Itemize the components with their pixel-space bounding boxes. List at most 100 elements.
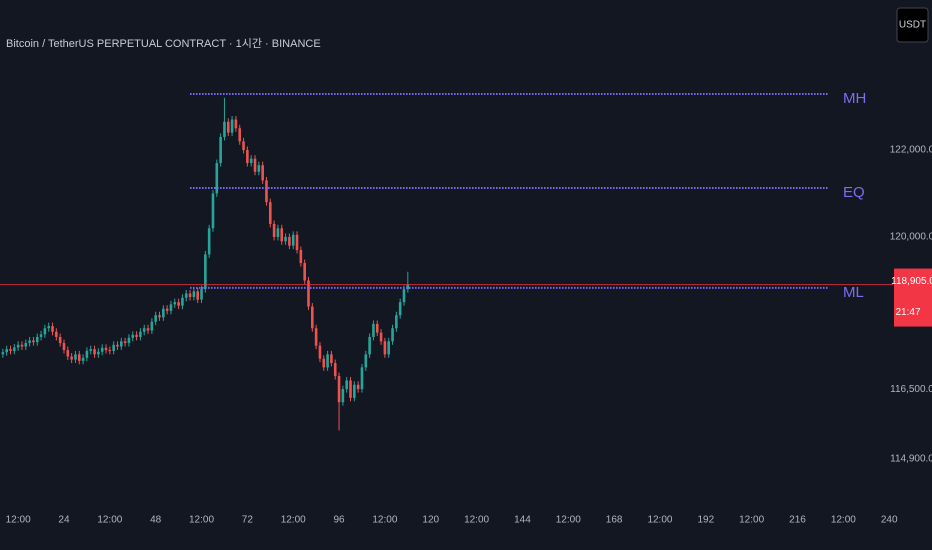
candle-body bbox=[131, 334, 135, 338]
candle-body bbox=[318, 345, 322, 359]
candle-body bbox=[280, 228, 284, 242]
candle-body bbox=[387, 341, 391, 355]
level-label: MH bbox=[843, 90, 866, 107]
x-tick-label: 12:00 bbox=[831, 515, 856, 526]
y-tick-label: 120,000.0 bbox=[890, 232, 932, 243]
candle-body bbox=[337, 376, 341, 403]
candle-body bbox=[35, 336, 39, 343]
x-tick-label: 216 bbox=[789, 515, 806, 526]
candle-body bbox=[16, 344, 20, 348]
candle-body bbox=[299, 250, 303, 264]
candle-body bbox=[295, 234, 299, 250]
candle-body bbox=[284, 236, 287, 242]
candle-body bbox=[116, 344, 119, 347]
x-tick-label: 12:00 bbox=[97, 515, 122, 526]
candle-body bbox=[154, 315, 157, 322]
candle-body bbox=[353, 384, 356, 398]
y-tick-label: 114,900.0 bbox=[890, 453, 932, 464]
candle-body bbox=[177, 302, 180, 306]
candle-body bbox=[230, 119, 234, 133]
x-tick-label: 72 bbox=[242, 515, 254, 526]
candle-body bbox=[272, 223, 276, 237]
candle-body bbox=[257, 165, 261, 172]
candle-body bbox=[253, 158, 257, 172]
candle-body bbox=[341, 389, 345, 403]
candle-body bbox=[139, 331, 142, 337]
candle-body bbox=[188, 293, 192, 297]
candle-body bbox=[391, 328, 394, 342]
countdown-label: 21:47 bbox=[895, 307, 920, 318]
candle-body bbox=[24, 343, 28, 347]
candle-body bbox=[28, 340, 31, 344]
candle-body bbox=[360, 367, 364, 390]
candle-body bbox=[181, 297, 184, 306]
candle-body bbox=[234, 119, 238, 129]
currency-label[interactable]: USDT bbox=[899, 20, 926, 31]
candle-body bbox=[211, 193, 215, 229]
x-tick-label: 12:00 bbox=[556, 515, 581, 526]
candle-body bbox=[402, 289, 406, 303]
candle-body bbox=[55, 331, 58, 337]
candle-body bbox=[265, 180, 268, 203]
candle-body bbox=[135, 334, 138, 337]
candle-body bbox=[246, 150, 249, 164]
candle-body bbox=[39, 334, 43, 337]
candle-body bbox=[119, 341, 123, 347]
x-tick-label: 12:00 bbox=[739, 515, 764, 526]
candle-body bbox=[74, 354, 77, 360]
x-tick-label: 12:00 bbox=[464, 515, 489, 526]
candle-body bbox=[112, 344, 115, 351]
candle-body bbox=[62, 343, 66, 350]
candle-body bbox=[146, 328, 150, 331]
candle-body bbox=[150, 321, 154, 331]
level-label: ML bbox=[843, 284, 864, 301]
candle-body bbox=[81, 357, 85, 361]
candle-body bbox=[395, 315, 398, 329]
candle-body bbox=[238, 128, 242, 142]
candle-body bbox=[249, 158, 253, 164]
candle-body bbox=[100, 347, 104, 352]
candle-body bbox=[77, 354, 81, 361]
candle-body bbox=[307, 280, 310, 307]
candle-body bbox=[9, 349, 12, 351]
x-tick-label: 240 bbox=[881, 515, 898, 526]
candle-body bbox=[184, 293, 188, 298]
x-tick-label: 48 bbox=[150, 515, 162, 526]
candle-body bbox=[108, 350, 112, 351]
candle-body bbox=[200, 289, 203, 300]
candle-body bbox=[51, 326, 54, 332]
candle-body bbox=[242, 141, 245, 150]
candle-body bbox=[158, 315, 161, 318]
candle-body bbox=[215, 163, 219, 194]
y-tick-label: 116,500.0 bbox=[890, 384, 932, 395]
x-tick-label: 12:00 bbox=[647, 515, 672, 526]
candle-body bbox=[165, 308, 169, 311]
candle-body bbox=[219, 136, 222, 164]
candle-body bbox=[372, 323, 375, 337]
candle-body bbox=[104, 347, 108, 350]
x-tick-label: 12:00 bbox=[372, 515, 397, 526]
candle-body bbox=[169, 304, 173, 311]
candle-body bbox=[58, 336, 62, 344]
chart-title: Bitcoin / TetherUS PERPETUAL CONTRACT · … bbox=[6, 37, 321, 50]
candle-body bbox=[406, 284, 410, 290]
x-tick-label: 12:00 bbox=[281, 515, 306, 526]
candle-body bbox=[97, 351, 100, 355]
last-price-badge bbox=[894, 268, 932, 327]
candle-body bbox=[368, 336, 371, 355]
candle-body bbox=[142, 328, 146, 332]
candle-body bbox=[268, 202, 272, 224]
x-tick-label: 12:00 bbox=[189, 515, 214, 526]
candle-body bbox=[93, 349, 96, 355]
candle-body bbox=[1, 352, 5, 355]
candle-body bbox=[349, 380, 352, 398]
candle-body bbox=[204, 254, 207, 290]
candle-body bbox=[127, 337, 131, 344]
candle-body bbox=[375, 323, 379, 333]
currency-button[interactable] bbox=[896, 7, 929, 43]
candle-body bbox=[379, 332, 383, 342]
candle-body bbox=[326, 354, 329, 368]
candle-body bbox=[356, 384, 360, 390]
candle-body bbox=[330, 354, 333, 364]
